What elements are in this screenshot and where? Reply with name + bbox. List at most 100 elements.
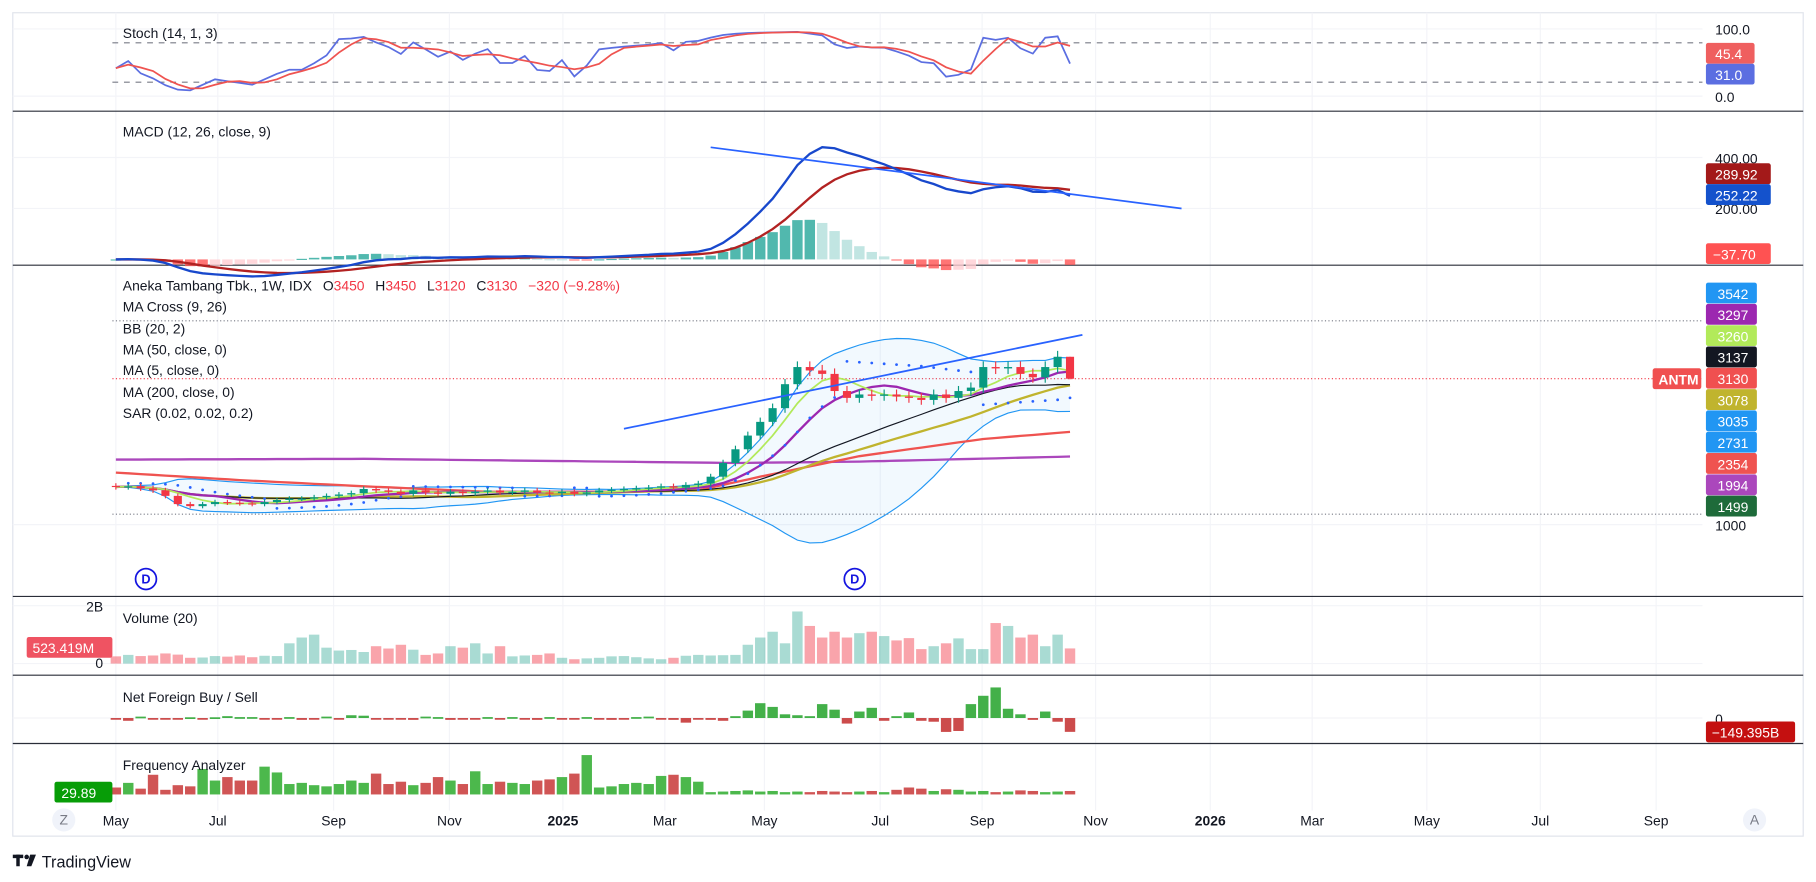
macd-histogram-bar xyxy=(358,254,369,260)
macd-hist-label-bg xyxy=(1705,243,1771,265)
net-foreign-bar xyxy=(990,687,1001,719)
volume-bar xyxy=(321,647,332,664)
sar-dot xyxy=(734,479,737,483)
candle-body xyxy=(557,491,567,494)
chart-frame xyxy=(12,12,1804,837)
time-axis-label: Mar xyxy=(653,813,677,829)
candle-body xyxy=(124,486,133,488)
net-foreign-legend[interactable]: Net Foreign Buy / Sell xyxy=(123,689,258,705)
sar-dot xyxy=(659,492,663,495)
dividend-label: D xyxy=(141,572,150,587)
frequency-bar xyxy=(321,786,332,795)
symbol-legend[interactable]: Aneka Tambang Tbk., 1W, IDX O3450 H3450 … xyxy=(123,278,620,294)
net-foreign-bar xyxy=(655,718,667,720)
sar-dot xyxy=(572,486,576,490)
auto-scale-button[interactable]: A xyxy=(1742,808,1767,832)
frequency-legend[interactable]: Frequency Analyzer xyxy=(123,757,246,773)
bb-legend[interactable]: BB (20, 2) xyxy=(123,321,185,337)
volume-bar xyxy=(878,636,890,664)
net-foreign-bar xyxy=(916,718,927,721)
price-label: 3035 xyxy=(1718,414,1749,430)
candle-body xyxy=(830,373,839,392)
macd-histogram-bar xyxy=(246,259,258,264)
frequency-bar xyxy=(1064,790,1076,795)
volume-bar xyxy=(519,655,530,664)
sar-dot xyxy=(1056,398,1060,402)
stoch-k-label-bg xyxy=(1705,63,1755,85)
candle-body xyxy=(582,492,591,494)
candle-body xyxy=(359,489,368,494)
sar-legend[interactable]: SAR (0.02, 0.02, 0.2) xyxy=(123,405,253,421)
price-label: 3130 xyxy=(1718,371,1749,387)
net-foreign-bar xyxy=(631,717,642,719)
candle-body xyxy=(458,491,467,494)
ma5-legend[interactable]: MA (5, close, 0) xyxy=(123,362,219,378)
net-foreign-bar xyxy=(420,716,431,719)
frequency-bar xyxy=(903,787,915,795)
frequency-bar xyxy=(841,792,853,795)
sar-dot xyxy=(870,361,874,365)
volume-bar xyxy=(470,643,481,664)
frequency-bar xyxy=(878,792,890,795)
macd-legend[interactable]: MACD (12, 26, close, 9) xyxy=(123,124,271,140)
macd-histogram-bar xyxy=(259,259,270,263)
dividend-marker[interactable]: D xyxy=(843,567,867,591)
stoch-axis-0: 0.0 xyxy=(1715,89,1735,105)
sar-dot xyxy=(610,494,613,498)
candle-body xyxy=(979,367,988,388)
volume-bar xyxy=(482,653,493,664)
low-value: 3120 xyxy=(435,278,466,294)
frequency-bar xyxy=(147,774,159,795)
sar-dot xyxy=(126,481,130,485)
stoch-k-line xyxy=(115,30,1071,92)
ma200-legend[interactable]: MA (200, close, 0) xyxy=(123,384,235,400)
net-foreign-bar xyxy=(160,718,171,720)
tradingview-logo[interactable]: TradingView xyxy=(12,853,131,871)
frequency-bar xyxy=(606,786,617,795)
volume-bar xyxy=(1027,634,1039,664)
price-label-bg xyxy=(1705,346,1757,368)
macd-histogram-bar xyxy=(655,257,667,260)
frequency-bar xyxy=(816,790,828,795)
volume-bar xyxy=(556,657,568,664)
volume-legend[interactable]: Volume (20) xyxy=(123,610,198,626)
candle-body xyxy=(892,394,901,397)
candle-body xyxy=(657,486,666,488)
sar-dot xyxy=(424,485,428,489)
volume-bar xyxy=(928,646,939,664)
sar-dot xyxy=(337,504,341,507)
volume-bar xyxy=(507,656,518,664)
sar-dot xyxy=(226,492,229,496)
pane-separators[interactable] xyxy=(12,110,1804,745)
sar-dot xyxy=(486,486,490,489)
candle-body xyxy=(495,490,505,493)
dividend-marker[interactable]: D xyxy=(134,567,158,591)
ma50-legend[interactable]: MA (50, close, 0) xyxy=(123,341,227,357)
net-foreign-bar xyxy=(1052,718,1063,722)
frequency-bar xyxy=(556,777,568,795)
candle-body xyxy=(198,504,207,507)
macd-histogram-bar xyxy=(916,259,927,268)
macd-histogram-bar xyxy=(222,259,233,266)
zoom-button[interactable]: Z xyxy=(52,808,76,832)
sar-dot xyxy=(188,486,192,489)
net-foreign-bar xyxy=(408,718,419,720)
bollinger-upper-band xyxy=(115,337,1071,490)
candle-body xyxy=(433,492,443,494)
volume-bar xyxy=(680,655,692,664)
price-axis-labels: 3542 3297 3260 3137 3130 3078 3035 2731 2354 1994… xyxy=(1705,282,1757,517)
net-foreign-bar xyxy=(891,716,902,719)
stoch-legend[interactable]: Stoch (14, 1, 3) xyxy=(123,25,218,41)
sar-dot xyxy=(535,494,539,498)
volume-bar xyxy=(185,657,196,664)
frequency-bar xyxy=(990,792,1001,795)
macd-histogram-bar xyxy=(742,242,754,260)
candle-body xyxy=(409,490,418,494)
net-foreign-bar xyxy=(717,718,729,721)
volume-bar xyxy=(358,652,369,664)
time-axis[interactable]: May Jul Sep Nov 2025 Mar May Jul Sep Nov 2026 Mar Ma… xyxy=(103,813,1669,829)
frequency-bar xyxy=(569,773,580,795)
ma-cross-legend[interactable]: MA Cross (9, 26) xyxy=(123,299,227,315)
net-foreign-bar xyxy=(147,718,159,720)
